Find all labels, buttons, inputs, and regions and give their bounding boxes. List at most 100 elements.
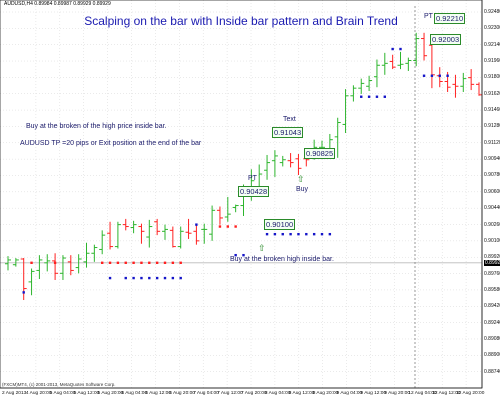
candle-bull[interactable] [264,154,271,180]
candle-bull[interactable] [224,196,231,222]
candle-bull[interactable] [279,155,286,167]
candle-bull[interactable] [232,204,239,213]
candle-bull[interactable] [83,242,90,268]
candle-bear[interactable] [476,82,482,96]
candle-bull[interactable] [373,59,380,88]
candle-bear[interactable] [216,206,223,225]
trend-dot-up [265,232,269,236]
candle-bear[interactable] [169,226,176,248]
trend-dot-down [226,225,229,228]
trend-dot-up [234,253,237,257]
candle-bull[interactable] [5,256,11,271]
candle-bull[interactable] [177,226,184,249]
trend-dot-down [155,261,159,265]
candle-bull[interactable] [366,75,373,92]
candle-bull[interactable] [75,254,82,274]
candle-bull[interactable] [146,219,153,248]
note-take-profit: AUDUSD TP =20 pips or Exit position at t… [20,140,202,147]
candle-bull[interactable] [59,255,66,280]
label-buy: Buy [296,186,309,193]
candle-bear[interactable] [452,74,459,98]
time-axis-label: 9 Aug 20:00 [384,391,410,396]
trend-dot-up [422,74,426,77]
candle-bear[interactable] [389,54,396,70]
candle-bull[interactable] [271,150,278,177]
candle-bull[interactable] [91,244,98,262]
trend-dots [22,47,449,294]
candle-bear[interactable] [52,253,59,280]
candle-bear[interactable] [468,69,475,91]
chart-grid [0,0,482,388]
time-axis-label: 12 Aug 20:00 [456,391,485,396]
time-axis-label: 9 Aug 04:00 [336,391,363,396]
trend-dot-down [124,261,127,265]
candle-bull[interactable] [405,57,412,71]
candle-bull[interactable] [201,223,208,244]
candle-bull[interactable] [397,51,404,70]
current-price-label: 0.89929 [484,259,500,266]
candle-bull[interactable] [162,224,168,240]
candle-bear[interactable] [295,154,302,176]
candle-bull[interactable] [36,255,43,280]
candle-bull[interactable] [130,220,137,234]
candle-bull[interactable] [28,268,35,296]
trend-dot-down [108,261,112,265]
candle-bull[interactable] [12,258,19,267]
candle-bear[interactable] [193,224,200,245]
label-text: Text [283,116,296,123]
trend-dot-up [438,74,441,77]
candle-bear[interactable] [138,223,145,244]
candle-bear[interactable] [287,153,294,168]
candle-bull[interactable] [99,230,106,255]
candle-bull[interactable] [381,52,388,75]
price-label-92003: 0.92003 [430,34,462,45]
candle-bull[interactable] [342,89,349,134]
candle-bull[interactable] [350,85,357,102]
candle-bull[interactable] [44,254,51,272]
label-pt-2: PT [424,13,433,20]
candle-bull[interactable] [209,205,216,241]
time-axis-label: 5 Aug 12:00 [73,391,100,396]
trend-dot-down [163,261,167,265]
candle-bear[interactable] [122,218,129,231]
time-axis-label: 8 Aug 12:00 [288,391,315,396]
trend-dot-up [367,95,371,98]
time-axis-label: 2 Aug 2013 [2,391,27,396]
candle-bull[interactable] [334,117,341,158]
trend-dot-down [179,261,182,265]
candle-bear[interactable] [107,221,114,250]
price-axis-label: 0.90100 [484,237,500,244]
candle-bear[interactable] [428,44,435,89]
trend-dot-down [140,261,143,265]
candle-bear[interactable] [154,218,161,236]
trend-dot-up [360,95,363,98]
candle-bear[interactable] [421,32,428,61]
trend-dot-up [312,232,316,236]
candle-bear[interactable] [185,218,192,239]
candle-bull[interactable] [114,221,121,249]
trend-dot-up [195,223,198,226]
chart-title: Scalping on the bar with Inside bar patt… [84,14,398,28]
trend-dot-down [132,261,135,265]
candle-bull[interactable] [358,78,365,94]
trend-dot-up [155,276,159,280]
time-axis-label: 5 Aug 20:00 [97,391,124,396]
trend-dot-up [163,276,167,280]
note-buy-broken-high: Buy at the broken of the high price insi… [26,123,167,130]
candle-bull[interactable] [413,32,420,67]
candle-bear[interactable] [67,255,74,276]
candle-bear[interactable] [20,258,27,301]
candle-bull[interactable] [460,72,467,92]
